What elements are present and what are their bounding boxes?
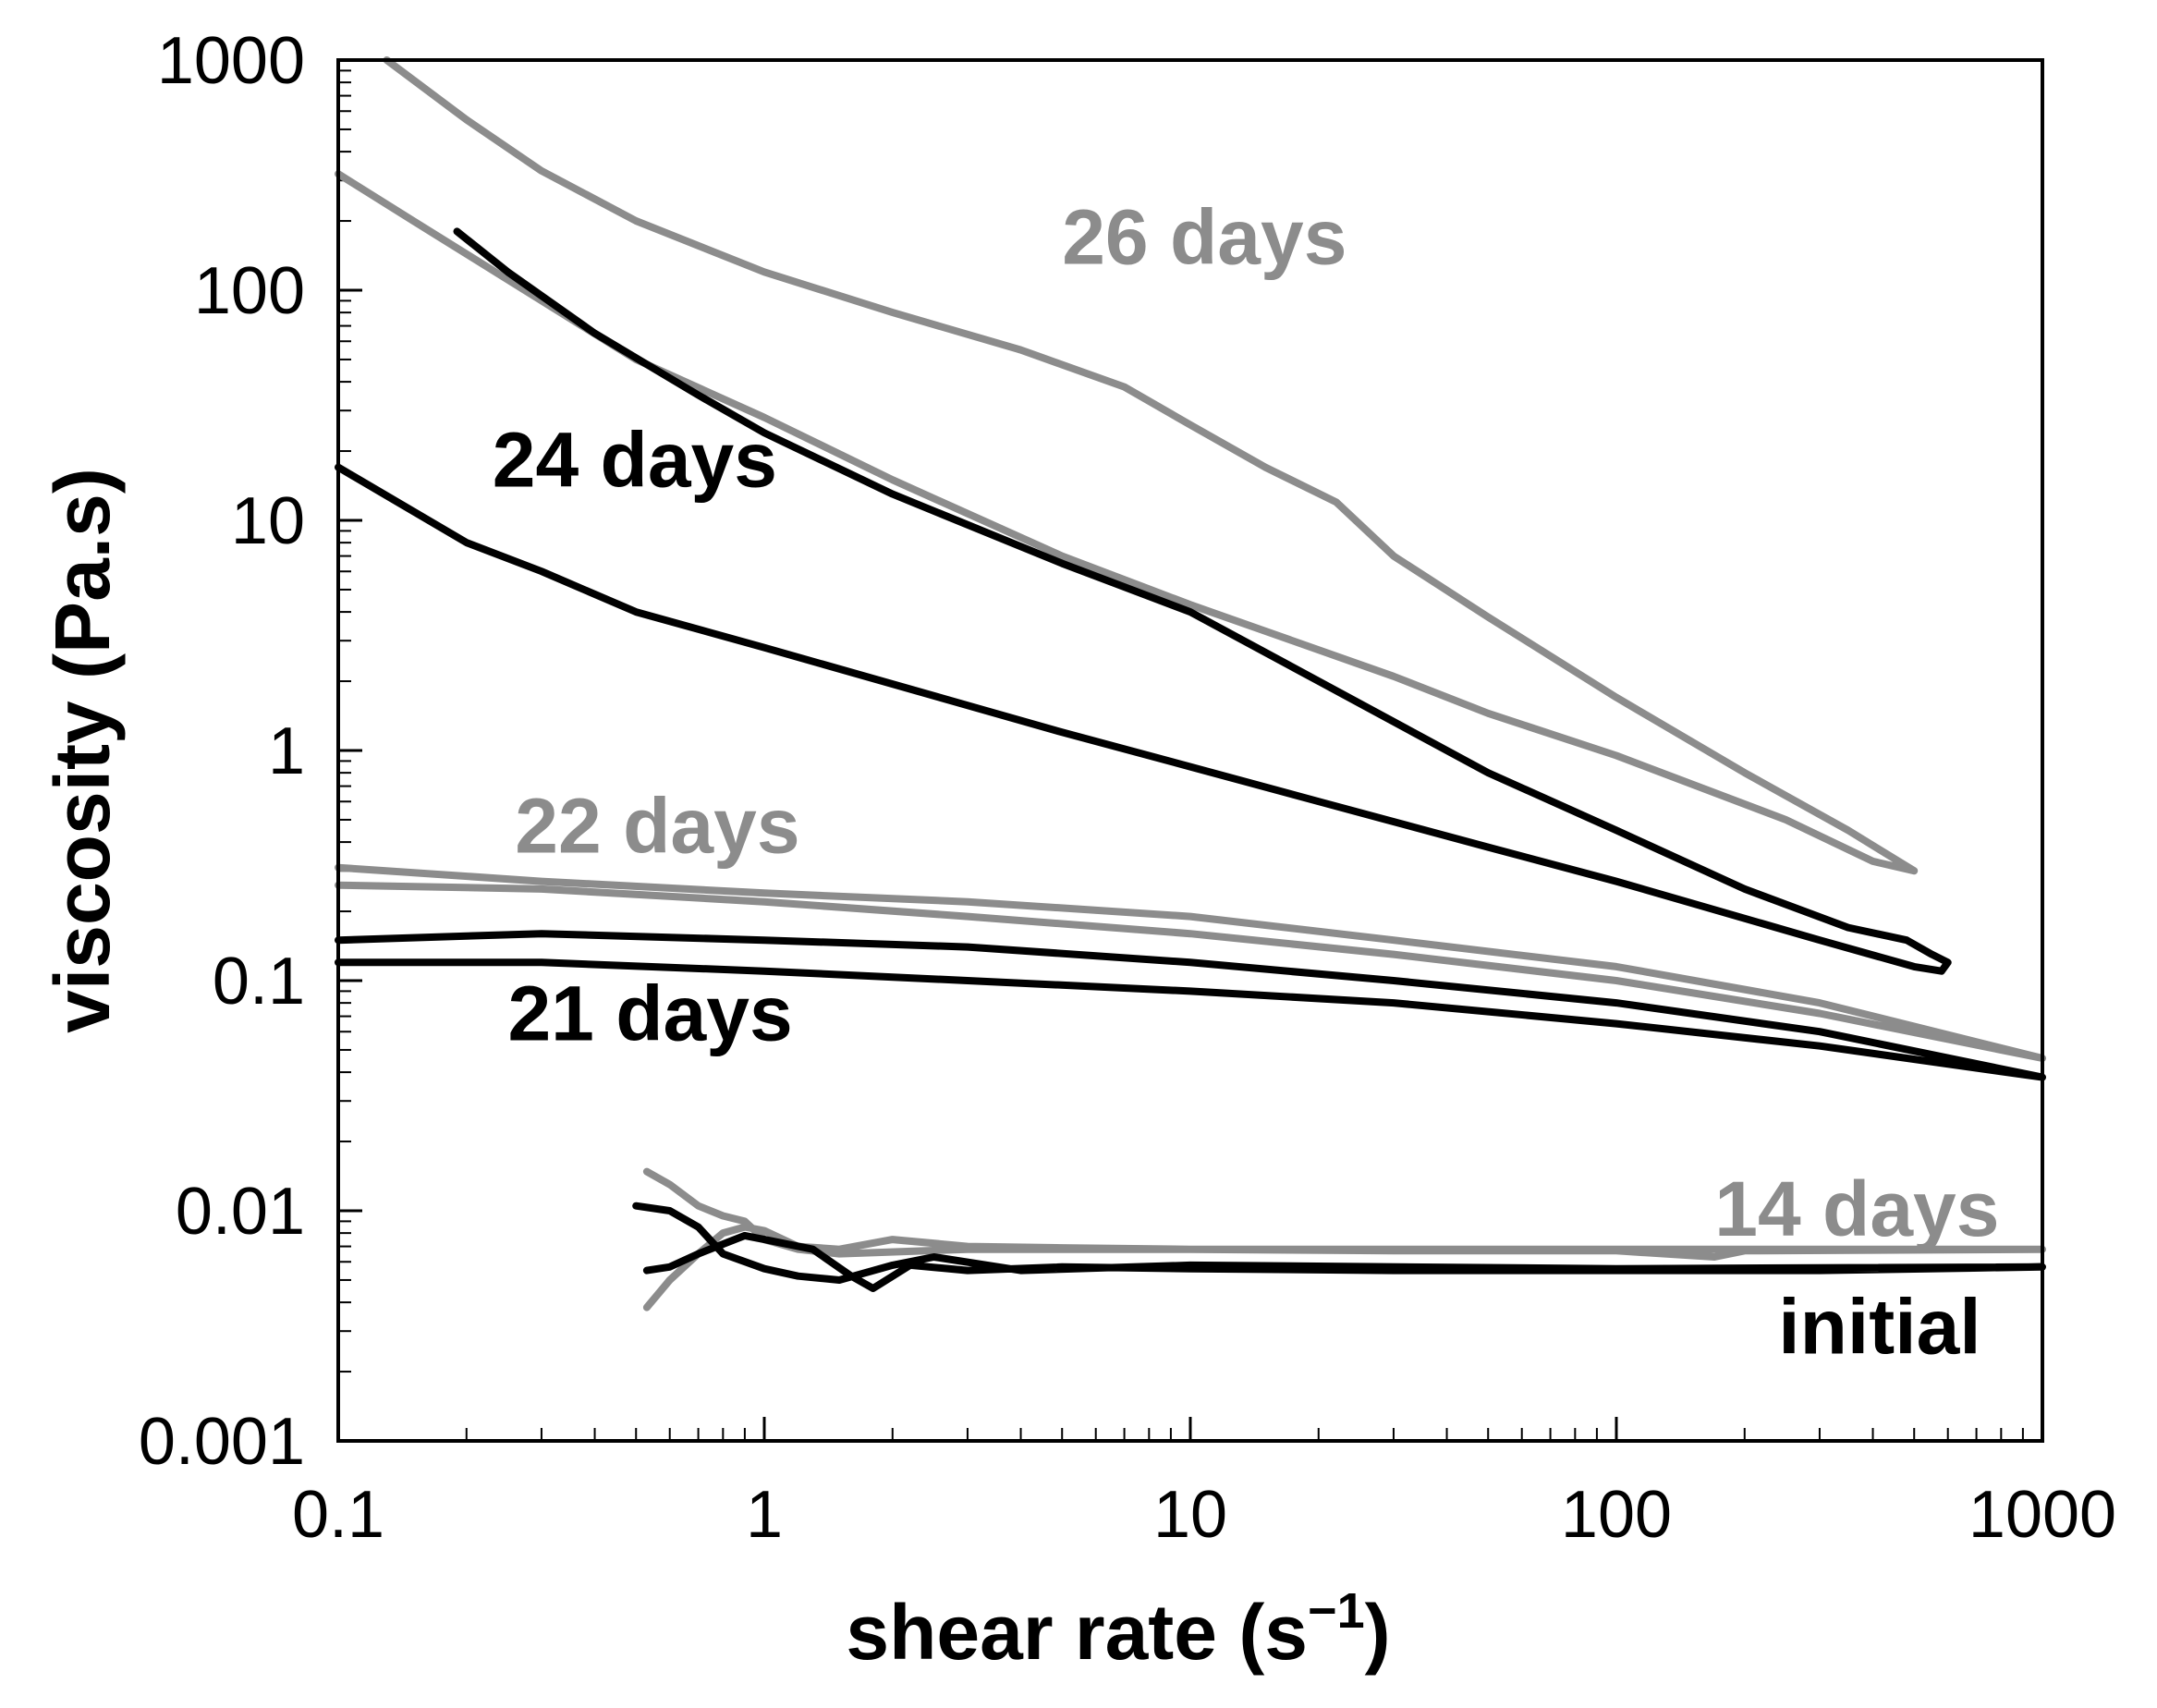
x-axis-title-main: shear rate (s [846,1589,1308,1676]
curve-label-24-days: 24 days [493,417,777,504]
x-tick-label: 100 [1561,1478,1672,1552]
plot-frame [336,58,2044,1443]
series-line-14-days [642,1167,2046,1312]
y-tick-label: 10 [231,484,305,558]
y-tick-label: 1 [268,714,305,788]
y-tick-labels: 0.001 0.01 0.1 1 10 100 1000 [139,24,305,1479]
x-axis-title-suffix: ) [1365,1589,1391,1676]
y-axis-title: viscosity (Pa.s) [39,468,126,1033]
series-line-initial [632,1202,2046,1292]
y-tick-label: 1000 [157,24,305,98]
annotation-layer: 26 days 24 days 22 days 21 days 14 days initi… [493,194,2000,1371]
y-tick-label: 100 [194,254,305,328]
curve-label-14-days: 14 days [1714,1165,1999,1252]
x-tick-label: 0.1 [292,1478,384,1552]
minor-ticks [338,69,2024,1441]
y-tick-label: 0.01 [176,1175,305,1249]
curve-label-initial: initial [1778,1283,1980,1370]
y-tick-label: 0.001 [139,1405,305,1479]
x-axis-title-superscript: −1 [1308,1583,1365,1639]
x-tick-label: 1000 [1968,1478,2116,1552]
x-tick-label: 10 [1153,1478,1227,1552]
curve-label-21-days: 21 days [507,970,792,1057]
series-line-24-days [335,227,1952,975]
x-axis-title: shear rate (s−1) [846,1583,1390,1676]
curve-label-22-days: 22 days [515,782,799,869]
curve-label-26-days: 26 days [1062,194,1347,281]
y-tick-label: 0.1 [213,945,305,1019]
x-tick-label: 1 [746,1478,783,1552]
series-line-26-days [335,56,1919,875]
x-tick-labels: 0.1 1 10 100 1000 [292,1478,2116,1552]
